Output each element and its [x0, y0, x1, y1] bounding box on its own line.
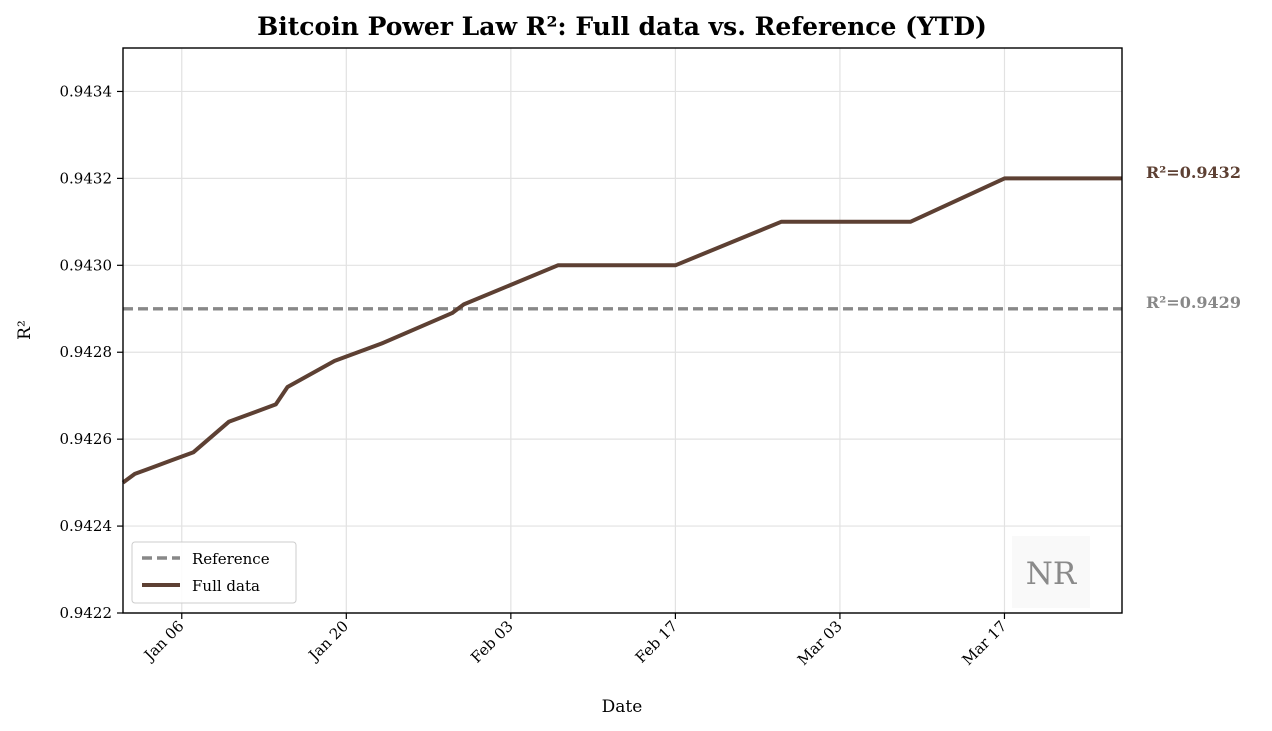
legend-label-full-data: Full data — [192, 577, 260, 595]
y-tick-label: 0.9432 — [60, 169, 113, 187]
chart-title: Bitcoin Power Law R²: Full data vs. Refe… — [257, 12, 987, 41]
y-tick-label: 0.9424 — [60, 517, 113, 535]
watermark: NR — [1012, 536, 1090, 608]
y-tick-label: 0.9426 — [60, 430, 113, 448]
y-tick-label: 0.9422 — [60, 604, 113, 622]
y-axis-label: R² — [15, 320, 35, 340]
plot-frame — [122, 47, 1123, 614]
x-tick-label: Feb 17 — [632, 617, 681, 666]
series-lines — [121, 176, 1122, 485]
x-tick-label: Jan 20 — [304, 617, 352, 665]
x-tick-label: Mar 03 — [794, 617, 846, 669]
x-tick-label: Feb 03 — [467, 617, 516, 666]
y-tick-label: 0.9428 — [60, 343, 113, 361]
series-line-full-data — [121, 176, 1122, 485]
watermark-background — [1012, 536, 1090, 608]
x-tick-label: Jan 06 — [139, 617, 187, 665]
legend-label-reference: Reference — [192, 550, 270, 568]
legend: Reference Full data — [131, 541, 297, 604]
y-tick-label: 0.9434 — [60, 82, 113, 100]
x-tick-label: Mar 17 — [958, 617, 1010, 669]
grid — [123, 48, 1122, 614]
end-label-full-data: R²=0.9432 — [1146, 163, 1241, 182]
x-axis-ticks: Jan 06 Jan 20 Feb 03 Feb 17 Mar 03 Mar 17 — [139, 613, 1010, 669]
watermark-text: NR — [1026, 556, 1078, 592]
x-axis-label: Date — [602, 697, 643, 717]
end-label-reference: R²=0.9429 — [1146, 293, 1241, 312]
y-tick-label: 0.9430 — [60, 256, 113, 274]
y-axis-ticks: 0.9422 0.9424 0.9426 0.9428 0.9430 0.9432 0.94… — [60, 82, 123, 622]
